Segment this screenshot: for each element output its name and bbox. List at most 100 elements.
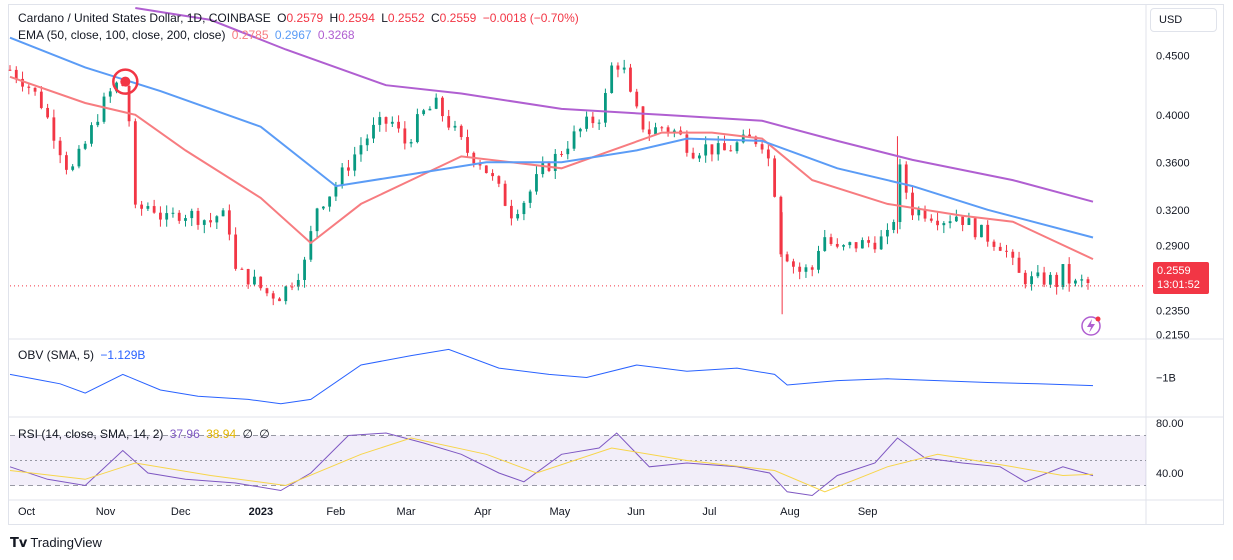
time-tick-label: Nov bbox=[96, 506, 116, 518]
symbol-title[interactable]: Cardano / United States Dollar, 1D, COIN… bbox=[18, 11, 271, 25]
price-tick-label: 0.3200 bbox=[1156, 205, 1190, 217]
tradingview-brand[interactable]: 𝗧𝘃 TradingView bbox=[10, 535, 102, 551]
current-price-value: 0.2559 bbox=[1157, 265, 1191, 277]
candle-body bbox=[1011, 251, 1015, 258]
candle-body bbox=[654, 127, 657, 135]
candle-body bbox=[27, 86, 31, 88]
candle-body bbox=[535, 174, 538, 192]
candle-body bbox=[823, 237, 827, 251]
bar-countdown: 13:01:52 bbox=[1157, 279, 1200, 291]
candle-body bbox=[904, 164, 908, 193]
candle-body bbox=[315, 208, 319, 232]
candle-body bbox=[1023, 272, 1027, 285]
candle-body bbox=[478, 163, 482, 166]
candle-body bbox=[378, 117, 382, 125]
candle-body bbox=[415, 114, 419, 143]
candle-body bbox=[817, 250, 820, 270]
candles-group bbox=[8, 59, 1090, 306]
price-tick-label: 0.3600 bbox=[1156, 157, 1190, 169]
candle-body bbox=[785, 254, 789, 262]
candle-body bbox=[65, 155, 68, 170]
time-tick-label: Dec bbox=[171, 506, 191, 518]
candle-body bbox=[215, 216, 219, 223]
current-price-tag: 0.2559 13:01:52 bbox=[1153, 262, 1209, 294]
price-tick-label: 0.2350 bbox=[1156, 306, 1190, 318]
candle-body bbox=[278, 298, 281, 302]
candle-body bbox=[980, 224, 983, 238]
open-label: O bbox=[277, 11, 287, 25]
candle-body bbox=[829, 237, 833, 244]
currency-button[interactable]: USD bbox=[1150, 8, 1217, 32]
candle-body bbox=[403, 128, 407, 144]
candle-body bbox=[848, 242, 852, 246]
candle-body bbox=[973, 218, 977, 238]
candle-body bbox=[290, 286, 294, 288]
candle-body bbox=[1074, 280, 1077, 284]
candle-body bbox=[923, 209, 927, 219]
candle-body bbox=[760, 144, 764, 150]
candle-body bbox=[666, 127, 670, 133]
ema-line-ema-200 bbox=[135, 7, 1094, 203]
candle-body bbox=[14, 69, 18, 79]
candle-body bbox=[140, 204, 144, 209]
candle-body bbox=[497, 176, 501, 184]
candle-body bbox=[729, 150, 733, 152]
candle-body bbox=[309, 231, 313, 260]
candle-body bbox=[328, 196, 332, 207]
ema-legend: EMA (50, close, 100, close, 200, close) … bbox=[18, 28, 358, 42]
candle-body bbox=[372, 124, 375, 139]
candle-body bbox=[917, 209, 921, 216]
candle-body bbox=[854, 242, 858, 249]
candle-body bbox=[46, 107, 50, 118]
tradingview-logo-icon: 𝗧𝘃 bbox=[10, 535, 28, 550]
candle-body bbox=[384, 117, 388, 124]
candle-body bbox=[152, 206, 156, 213]
ema-label[interactable]: EMA (50, close, 100, close, 200, close) bbox=[18, 28, 226, 42]
candle-body bbox=[165, 213, 169, 220]
candle-body bbox=[723, 143, 726, 151]
close-value: 0.2559 bbox=[439, 11, 477, 25]
candle-body bbox=[265, 288, 269, 294]
candle-body bbox=[146, 206, 150, 209]
time-tick-label: Mar bbox=[397, 506, 416, 518]
candle-body bbox=[773, 158, 777, 197]
time-tick-label: May bbox=[549, 506, 570, 518]
open-value: 0.2579 bbox=[286, 11, 324, 25]
candle-body bbox=[886, 229, 889, 237]
candle-body bbox=[334, 185, 338, 197]
candle-body bbox=[954, 216, 958, 222]
rsi-line-0 bbox=[9, 432, 1094, 497]
candle-body bbox=[867, 240, 871, 243]
candle-body bbox=[108, 91, 112, 97]
rsi-empty-1: ∅ bbox=[242, 427, 253, 441]
candle-body bbox=[190, 210, 194, 219]
candle-body bbox=[159, 212, 162, 220]
candle-body bbox=[1086, 279, 1090, 284]
candle-body bbox=[303, 259, 306, 280]
candle-body bbox=[616, 65, 620, 70]
candle-body bbox=[591, 116, 595, 124]
candle-body bbox=[1067, 264, 1071, 284]
time-tick-label: Aug bbox=[780, 506, 800, 518]
candle-body bbox=[347, 167, 350, 171]
candle-body bbox=[641, 106, 645, 130]
candle-body bbox=[710, 144, 714, 155]
candle-body bbox=[716, 143, 720, 155]
rsi-label[interactable]: RSI (14, close, SMA, 14, 2) bbox=[18, 427, 164, 441]
candle-body bbox=[90, 125, 93, 144]
candle-body bbox=[629, 67, 632, 92]
high-label: H bbox=[329, 11, 339, 25]
ema-line-ema-100 bbox=[9, 36, 1094, 239]
candle-body bbox=[209, 220, 212, 223]
candle-body bbox=[1055, 274, 1059, 287]
candle-body bbox=[434, 97, 438, 109]
obv-label[interactable]: OBV (SMA, 5) bbox=[18, 348, 95, 362]
candle-body bbox=[566, 148, 570, 155]
candle-body bbox=[1005, 250, 1008, 252]
candle-body bbox=[227, 210, 231, 235]
candle-body bbox=[77, 148, 81, 167]
candle-body bbox=[321, 206, 325, 209]
candle-body bbox=[597, 122, 601, 124]
candle-body bbox=[685, 134, 689, 153]
